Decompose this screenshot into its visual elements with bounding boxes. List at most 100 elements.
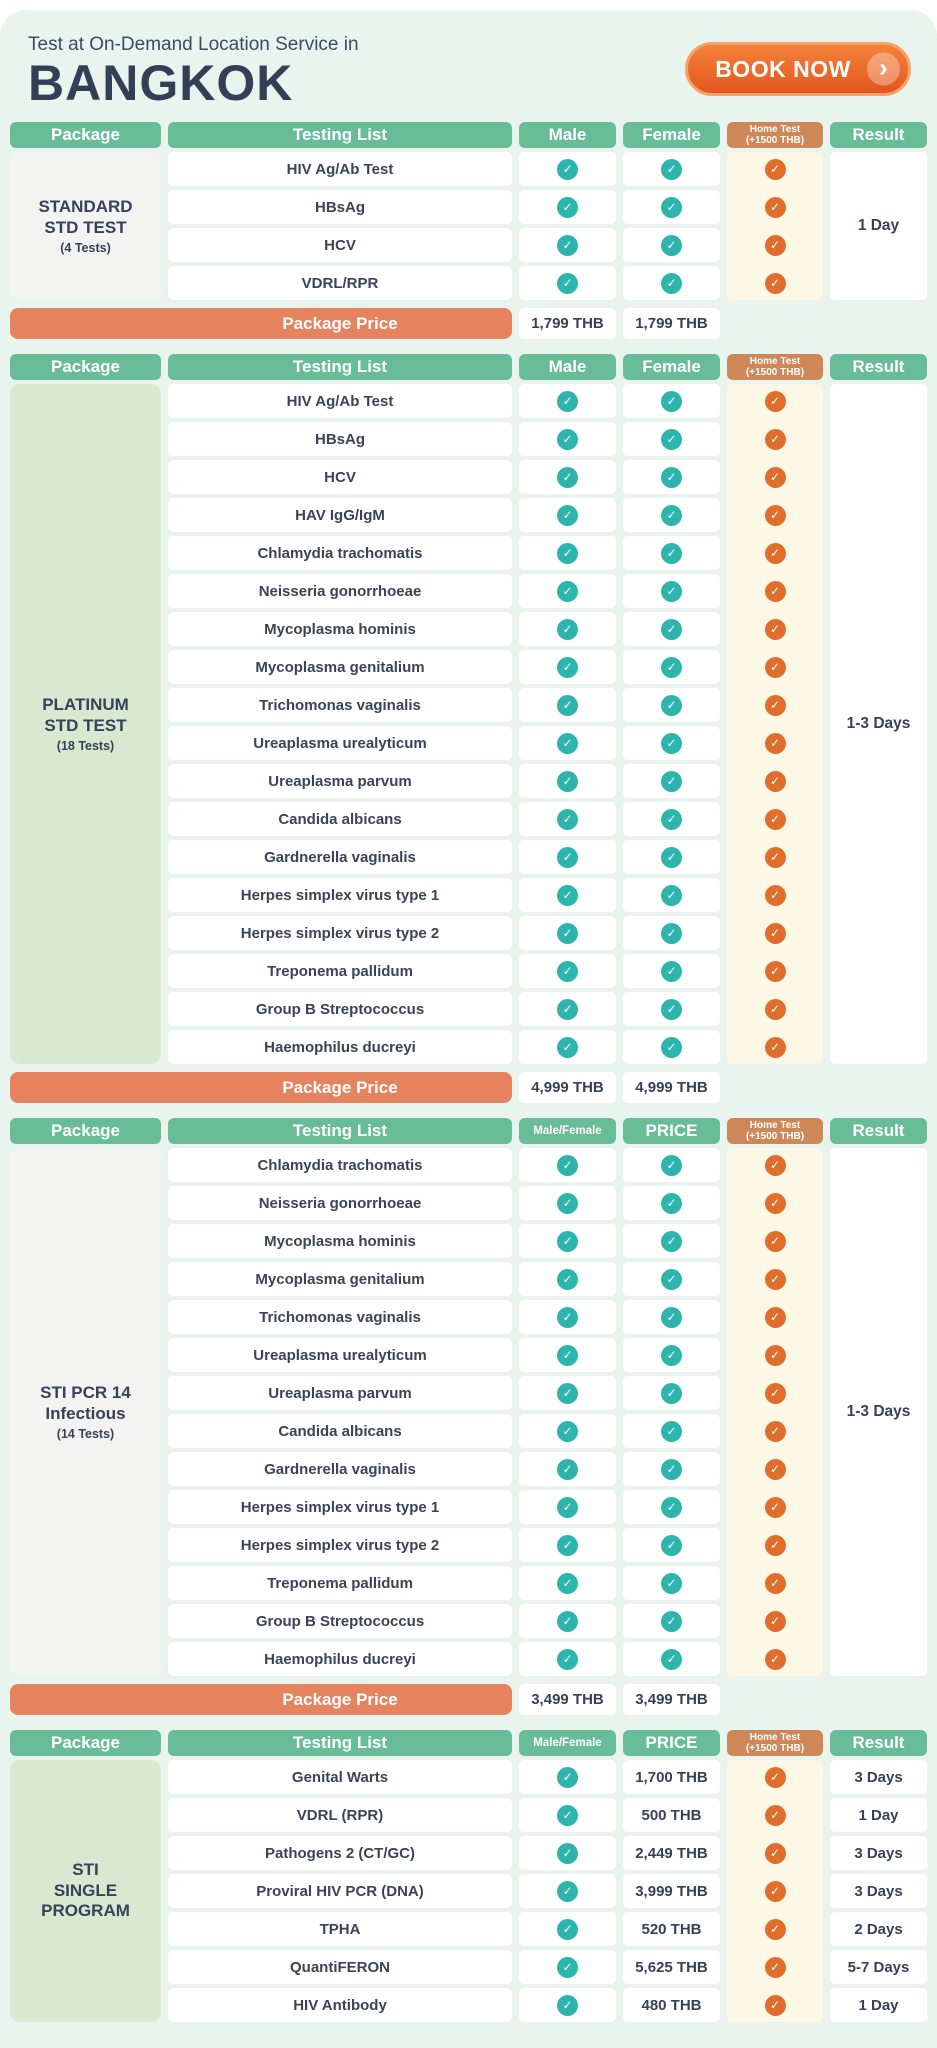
table-body: STANDARD STD TEST (4 Tests) HIV Ag/Ab Test H…	[10, 152, 927, 300]
female-check-icon: ✓	[661, 808, 682, 830]
male-check-icon: ✓	[557, 656, 578, 678]
test-price: 1,700 THB	[623, 1760, 720, 1794]
female-check-icon: ✓	[661, 390, 682, 412]
female-check-icon: ✓	[661, 580, 682, 602]
check-cell: ✓	[519, 1798, 616, 1832]
check-cell: ✓	[519, 422, 616, 456]
check-cell: ✓	[519, 1528, 616, 1562]
check-cell: ✓	[519, 1912, 616, 1946]
check-cell: ✓	[623, 190, 720, 224]
package-price-value: 1,799 THB	[623, 308, 720, 339]
check-cell: ✓	[623, 536, 720, 570]
home-check-cell: ✓	[727, 840, 823, 874]
female-check-icon: ✓	[661, 770, 682, 792]
home-test-check-icon: ✓	[764, 1804, 786, 1826]
home-test-check-icon: ✓	[764, 390, 786, 412]
package-price-row: Package Price 4,999 THB 4,999 THB	[10, 1072, 927, 1103]
home-test-check-icon: ✓	[764, 1572, 786, 1594]
male-check-icon: ✓	[557, 808, 578, 830]
home-test-check-icon: ✓	[764, 1766, 786, 1788]
check-cell: ✓	[623, 726, 720, 760]
male-check-icon: ✓	[557, 390, 578, 412]
male-female-check-icon: ✓	[557, 1268, 578, 1290]
male-check-icon: ✓	[557, 618, 578, 640]
home-test-header-line2: (+1500 THB)	[745, 1743, 805, 1754]
table-header-row: Package Testing List Male Female Home Test (+…	[10, 122, 927, 148]
male-column: ✓ ✓ ✓ ✓ ✓ ✓ ✓ ✓ ✓ ✓ ✓ ✓ ✓ ✓ ✓ ✓ ✓ ✓	[519, 384, 616, 1064]
result-text: 3 Days	[830, 1760, 927, 1794]
book-now-button[interactable]: BOOK NOW ›	[685, 42, 911, 96]
home-check-cell: ✓	[727, 1912, 823, 1946]
home-test-check-icon: ✓	[764, 1268, 786, 1290]
home-check-cell: ✓	[727, 190, 823, 224]
home-test-check-icon: ✓	[764, 998, 786, 1020]
home-test-check-icon: ✓	[764, 732, 786, 754]
home-test-check-icon: ✓	[764, 1880, 786, 1902]
test-name: Mycoplasma hominis	[168, 612, 512, 646]
home-check-cell: ✓	[727, 916, 823, 950]
column-header-result: Result	[830, 1118, 927, 1144]
test-name: Treponema pallidum	[168, 1566, 512, 1600]
test-name: Haemophilus ducreyi	[168, 1642, 512, 1676]
home-check-cell: ✓	[727, 1186, 823, 1220]
home-test-header-line2: (+1500 THB)	[745, 135, 805, 146]
female-check-icon: ✓	[661, 656, 682, 678]
female-check-icon: ✓	[661, 158, 682, 180]
check-cell: ✓	[623, 1490, 720, 1524]
column-header-home-test: Home Test (+1500 THB)	[727, 1730, 823, 1756]
male-column: ✓ ✓ ✓ ✓	[519, 152, 616, 300]
price-column: 1,700 THB 500 THB 2,449 THB 3,999 THB 520 TH…	[623, 1760, 720, 2022]
check-cell: ✓	[623, 764, 720, 798]
check-cell: ✓	[623, 1300, 720, 1334]
check-cell: ✓	[519, 1950, 616, 1984]
male-check-icon: ✓	[557, 272, 578, 294]
result-cell: 1 Day	[830, 152, 927, 300]
test-name: TPHA	[168, 1912, 512, 1946]
home-check-cell: ✓	[727, 1490, 823, 1524]
price-check-icon: ✓	[661, 1306, 682, 1328]
home-test-check-icon: ✓	[764, 770, 786, 792]
price-check-icon: ✓	[661, 1534, 682, 1556]
check-cell: ✓	[623, 1262, 720, 1296]
home-test-check-icon: ✓	[764, 1306, 786, 1328]
package-table-platinum-std-test: Package Testing List Male Female Home Test (+…	[10, 354, 927, 1103]
home-test-check-icon: ✓	[764, 1918, 786, 1940]
column-header-price: PRICE	[623, 1118, 720, 1144]
home-check-cell: ✓	[727, 1566, 823, 1600]
package-test-count: (14 Tests)	[56, 1426, 115, 1441]
check-cell: ✓	[519, 228, 616, 262]
home-test-check-icon: ✓	[764, 846, 786, 868]
test-name: Group B Streptococcus	[168, 1604, 512, 1638]
page-card: Test at On-Demand Location Service in BA…	[0, 10, 937, 2048]
female-check-icon: ✓	[661, 694, 682, 716]
package-title-line: STANDARD	[38, 197, 133, 217]
check-cell: ✓	[519, 764, 616, 798]
check-cell: ✓	[519, 1300, 616, 1334]
test-name: HCV	[168, 228, 512, 262]
header-subtitle: Test at On-Demand Location Service in	[28, 34, 359, 55]
test-name: Treponema pallidum	[168, 954, 512, 988]
female-check-icon: ✓	[661, 272, 682, 294]
check-cell: ✓	[519, 840, 616, 874]
male-female-check-icon: ✓	[557, 1458, 578, 1480]
test-name: Candida albicans	[168, 802, 512, 836]
package-cell: PLATINUM STD TEST (18 Tests)	[10, 384, 161, 1064]
result-text: 3 Days	[830, 1874, 927, 1908]
column-header-testing-list: Testing List	[168, 1118, 512, 1144]
home-test-column: ✓ ✓ ✓ ✓ ✓ ✓ ✓	[727, 1760, 823, 2022]
package-test-count: (18 Tests)	[56, 738, 115, 753]
home-test-strip: ✓ ✓ ✓ ✓ ✓ ✓ ✓	[727, 1760, 823, 2022]
male-check-icon: ✓	[557, 428, 578, 450]
check-cell: ✓	[519, 1224, 616, 1258]
column-header-result: Result	[830, 122, 927, 148]
home-check-cell: ✓	[727, 1452, 823, 1486]
home-test-check-icon: ✓	[764, 1610, 786, 1632]
price-check-icon: ✓	[661, 1496, 682, 1518]
home-check-cell: ✓	[727, 1836, 823, 1870]
test-name: Herpes simplex virus type 2	[168, 1528, 512, 1562]
package-price-value: 3,499 THB	[519, 1684, 616, 1715]
page-header: Test at On-Demand Location Service in BA…	[10, 10, 927, 122]
home-check-cell: ✓	[727, 650, 823, 684]
package-price-bar: Package Price	[10, 1684, 512, 1715]
test-price: 3,999 THB	[623, 1874, 720, 1908]
